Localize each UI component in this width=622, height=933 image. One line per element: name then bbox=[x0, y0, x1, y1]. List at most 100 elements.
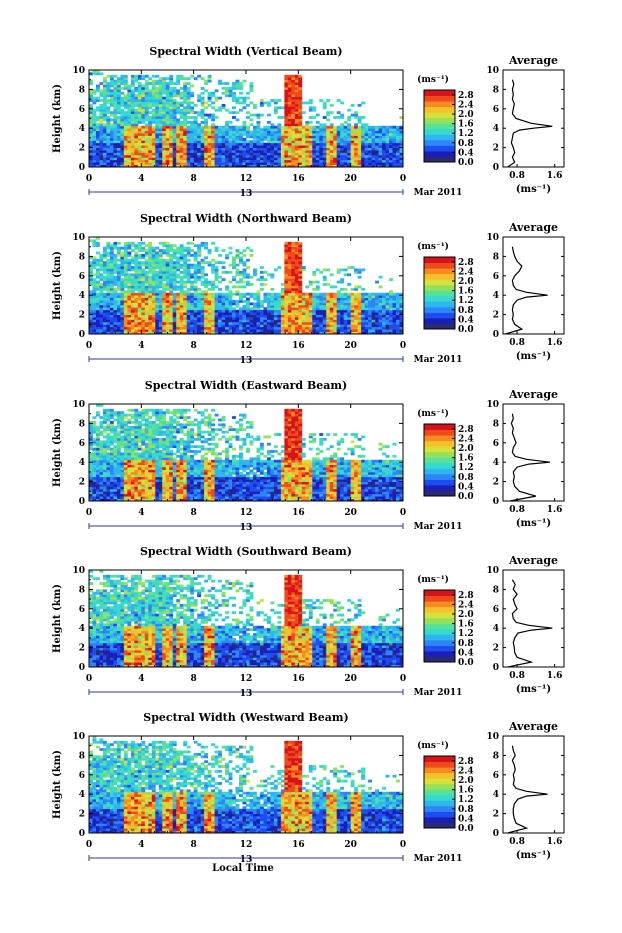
heatmap-cell bbox=[243, 148, 247, 151]
heatmap-cell bbox=[148, 305, 152, 308]
heatmap-cell bbox=[281, 135, 285, 138]
heatmap-cell bbox=[347, 307, 351, 310]
heatmap-cell bbox=[340, 152, 344, 155]
heatmap-cell bbox=[159, 264, 163, 267]
heatmap-cell bbox=[215, 319, 219, 322]
heatmap-cell bbox=[225, 327, 229, 330]
heatmap-cell bbox=[148, 145, 152, 148]
heatmap-cell bbox=[281, 116, 285, 119]
heatmap-cell bbox=[145, 293, 149, 296]
heatmap-cell bbox=[190, 288, 194, 291]
heatmap-cell bbox=[288, 143, 292, 146]
heatmap-cell bbox=[295, 269, 299, 272]
heatmap-cell bbox=[162, 119, 166, 122]
heatmap-cell bbox=[239, 281, 243, 284]
heatmap-cell bbox=[183, 99, 187, 102]
heatmap-cell bbox=[106, 269, 110, 272]
heatmap-cells bbox=[89, 237, 403, 334]
heatmap-cell bbox=[152, 269, 156, 272]
heatmap-cell bbox=[92, 140, 96, 143]
heatmap-cell bbox=[138, 116, 142, 119]
average-y-tick-label: 6 bbox=[493, 272, 499, 282]
heatmap-cell bbox=[256, 135, 260, 138]
heatmap-cell bbox=[166, 312, 170, 315]
heatmap-cell bbox=[110, 97, 114, 100]
heatmap-cell bbox=[180, 295, 184, 298]
heatmap-cell bbox=[124, 254, 128, 257]
heatmap-cell bbox=[298, 97, 302, 100]
heatmap-cell bbox=[155, 106, 159, 109]
heatmap-cell bbox=[372, 140, 376, 143]
heatmap-cell bbox=[236, 256, 240, 259]
heatmap-cell bbox=[218, 140, 222, 143]
heatmap-cell bbox=[298, 87, 302, 90]
heatmap-cell bbox=[295, 157, 299, 160]
heatmap-cell bbox=[134, 244, 138, 247]
heatmap-cell bbox=[159, 92, 163, 95]
heatmap-cell bbox=[340, 329, 344, 332]
heatmap-cell bbox=[218, 327, 222, 330]
heatmap-cell bbox=[396, 324, 400, 327]
heatmap-cell bbox=[298, 247, 302, 250]
heatmap-cell bbox=[379, 145, 383, 148]
heatmap-cell bbox=[120, 99, 124, 102]
heatmap-cell bbox=[148, 116, 152, 119]
heatmap-cell bbox=[249, 82, 253, 85]
heatmap-cell bbox=[141, 310, 145, 313]
heatmap-cell bbox=[138, 104, 142, 107]
heatmap-cell bbox=[243, 150, 247, 153]
heatmap-cell bbox=[347, 305, 351, 308]
heatmap-cell bbox=[298, 123, 302, 126]
heatmap-cell bbox=[166, 77, 170, 80]
heatmap-cell bbox=[208, 131, 212, 134]
average-y-tick-label: 2 bbox=[493, 311, 499, 321]
heatmap-cell bbox=[106, 121, 110, 124]
heatmap-cell bbox=[138, 315, 142, 318]
heatmap-cell bbox=[277, 128, 281, 131]
heatmap-cell bbox=[194, 126, 198, 129]
heatmap-cell bbox=[148, 131, 152, 134]
heatmap-cell bbox=[117, 131, 121, 134]
heatmap-cell bbox=[396, 305, 400, 308]
heatmap-cell bbox=[389, 298, 393, 301]
heatmap-cell bbox=[246, 128, 250, 131]
heatmap-cell bbox=[176, 135, 180, 138]
heatmap-cell bbox=[284, 106, 288, 109]
heatmap-cell bbox=[277, 123, 281, 126]
heatmap-cell bbox=[138, 148, 142, 151]
heatmap-cell bbox=[96, 317, 100, 320]
heatmap-cell bbox=[201, 133, 205, 136]
heatmap-cell bbox=[148, 140, 152, 143]
heatmap-cell bbox=[110, 138, 114, 141]
heatmap-cell bbox=[333, 329, 337, 332]
heatmap-cell bbox=[333, 143, 337, 146]
heatmap-cell bbox=[284, 247, 288, 250]
heatmap-cell bbox=[267, 302, 271, 305]
heatmap-cell bbox=[361, 133, 365, 136]
heatmap-cell bbox=[288, 264, 292, 267]
heatmap-cell bbox=[288, 283, 292, 286]
heatmap-cell bbox=[323, 162, 327, 165]
heatmap-cell bbox=[333, 150, 337, 153]
heatmap-cell bbox=[302, 319, 306, 322]
heatmap-cell bbox=[113, 319, 117, 322]
heatmap-cell bbox=[145, 111, 149, 114]
heatmap-cell bbox=[96, 293, 100, 296]
heatmap-cell bbox=[152, 143, 156, 146]
heatmap-cell bbox=[187, 143, 191, 146]
heatmap-cell bbox=[260, 140, 264, 143]
heatmap-cell bbox=[243, 249, 247, 252]
heatmap-cell bbox=[169, 109, 173, 112]
heatmap-cell bbox=[379, 322, 383, 325]
heatmap-cell bbox=[148, 327, 152, 330]
heatmap-cell bbox=[337, 281, 341, 284]
heatmap-cell bbox=[194, 256, 198, 259]
heatmap-cell bbox=[180, 133, 184, 136]
heatmap-cell bbox=[246, 324, 250, 327]
heatmap-cell bbox=[180, 111, 184, 114]
heatmap-cell bbox=[295, 77, 299, 80]
heatmap-cell bbox=[92, 317, 96, 320]
heatmap-cell bbox=[127, 300, 131, 303]
heatmap-cell bbox=[152, 319, 156, 322]
heatmap-cell bbox=[211, 126, 215, 129]
